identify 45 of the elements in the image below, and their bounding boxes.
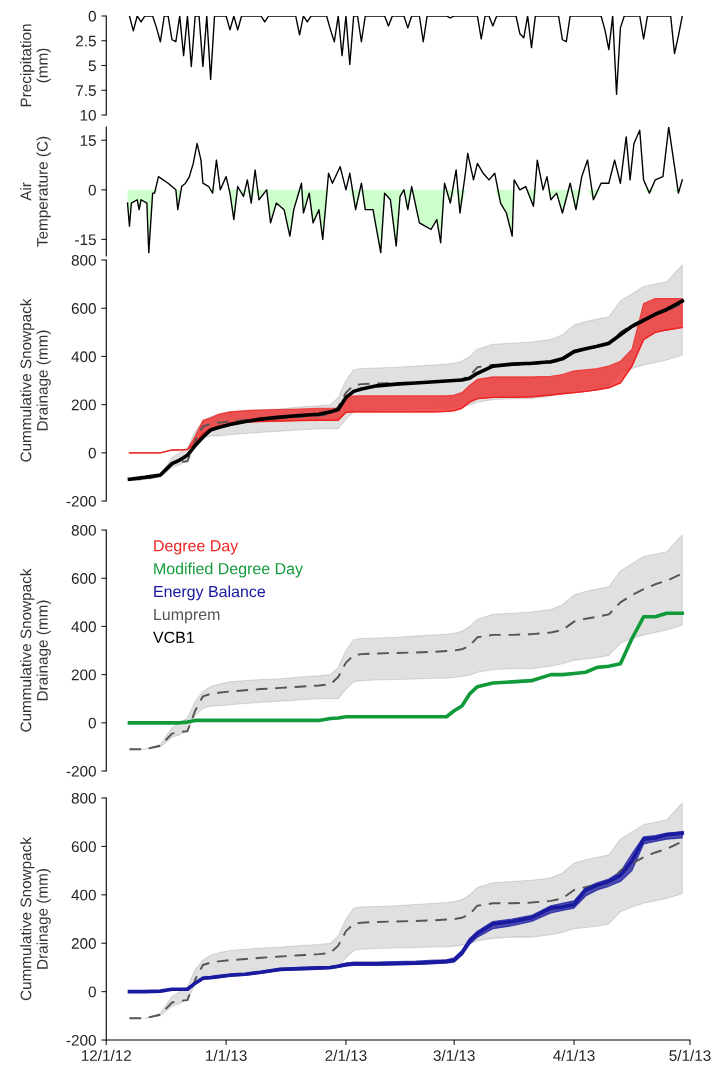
text: Degree Day bbox=[154, 540, 239, 555]
y-axis-title: Air Temperature (C) bbox=[20, 136, 51, 247]
x-tick-label: 3/1/13 bbox=[433, 1049, 475, 1061]
y-tick-label: 800 bbox=[71, 254, 96, 266]
text: VCB1 bbox=[153, 631, 194, 643]
x-tick-label: 2/1/13 bbox=[325, 1049, 367, 1061]
line-series bbox=[127, 611, 685, 725]
line-series bbox=[126, 127, 683, 254]
y-tick-label: 400 bbox=[71, 351, 96, 363]
y-tick-label: 200 bbox=[71, 399, 96, 411]
y-tick-label: 0 bbox=[88, 717, 96, 729]
y-axis-title: Cummulative Snowpack Drainage (mm) bbox=[20, 298, 51, 462]
y-tick-label: -200 bbox=[66, 1034, 96, 1046]
y-axis-title: Precipitation (mm) bbox=[20, 24, 51, 107]
text: Modified Degree Day bbox=[154, 562, 303, 578]
text: Energy Balance bbox=[154, 585, 266, 601]
y-tick-label: 800 bbox=[71, 792, 96, 804]
line-series bbox=[128, 15, 683, 95]
y-tick-label: 400 bbox=[71, 621, 96, 633]
x-tick-label: 4/1/13 bbox=[553, 1049, 595, 1061]
y-tick-label: -15 bbox=[75, 234, 96, 246]
y-tick-label: 400 bbox=[71, 889, 96, 901]
y-tick-label: 200 bbox=[71, 669, 96, 681]
y-tick-label: 200 bbox=[71, 938, 96, 949]
x-tick-label: 12/1/12 bbox=[81, 1049, 131, 1061]
y-axis-title: Cummulative Snowpack Drainage (mm) bbox=[20, 837, 51, 1001]
y-tick-label: -200 bbox=[66, 765, 96, 777]
y-tick-label: 2.5 bbox=[76, 35, 96, 47]
y-axis-title: Cummulative Snowpack Drainage (mm) bbox=[20, 568, 51, 732]
y-tick-label: -200 bbox=[66, 495, 96, 507]
y-tick-label: 0 bbox=[88, 10, 96, 22]
y-tick-label: 7.5 bbox=[76, 85, 96, 96]
y-tick-label: 600 bbox=[71, 841, 96, 853]
y-tick-label: 0 bbox=[88, 986, 96, 998]
y-tick-label: 5 bbox=[88, 60, 96, 72]
y-tick-label: 600 bbox=[71, 303, 96, 314]
y-tick-label: 0 bbox=[88, 447, 96, 459]
x-tick-label: 1/1/13 bbox=[206, 1049, 247, 1061]
y-tick-label: 10 bbox=[80, 109, 96, 121]
text: Lumprem bbox=[154, 608, 220, 624]
y-tick-label: 800 bbox=[71, 524, 96, 536]
y-tick-label: 0 bbox=[88, 184, 96, 196]
x-tick-label: 5/1/13 bbox=[669, 1049, 711, 1061]
y-tick-label: 15 bbox=[80, 135, 96, 146]
y-tick-label: 600 bbox=[71, 573, 96, 584]
